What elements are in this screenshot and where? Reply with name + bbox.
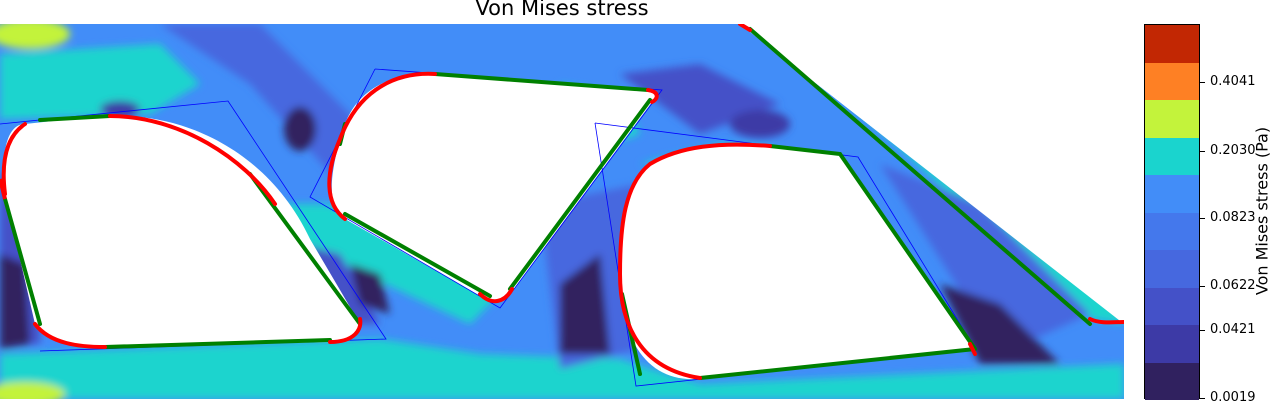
colorbar-band (1145, 62, 1199, 100)
colorbar-tick-mark (1200, 330, 1205, 331)
colorbar-band (1145, 175, 1199, 213)
fitted-contour (738, 24, 1124, 325)
boundary-edge (3, 114, 362, 349)
colorbar-band (1145, 325, 1199, 363)
colorbar-band (1145, 212, 1199, 250)
colorbar-tick-mark (1200, 151, 1205, 152)
colorbar-tick-mark (1200, 218, 1205, 219)
plot-title: Von Mises stress (475, 0, 649, 20)
fitted-contour (0, 178, 7, 200)
stress-band-dark (560, 254, 610, 354)
colorbar-tick-label: 0.0421 (1210, 322, 1256, 337)
stress-band-dark (730, 110, 790, 138)
stress-field (0, 24, 1124, 399)
stress-band-blue (880, 164, 1090, 354)
colorbar-tick-mark (1200, 82, 1205, 83)
hole-middle (331, 73, 656, 301)
stress-spot-yellow (0, 382, 65, 399)
colorbar-ticks: 0.0019 0.0421 0.0622 0.0823 0.2030 0.4041 (1200, 24, 1260, 405)
hole-left (3, 116, 361, 347)
stress-band-blue (160, 24, 380, 184)
colorbar-band (1145, 25, 1199, 63)
stress-band-dark (0, 254, 30, 349)
stress-spot-yellow (0, 24, 70, 49)
outer-void (740, 24, 1124, 324)
stress-band-cyan (280, 204, 500, 324)
colorbar-tick-label: 0.4041 (1210, 74, 1256, 89)
colorbar (1144, 24, 1200, 400)
stress-band-dark (284, 107, 316, 151)
colorbar-tick-label: 0.2030 (1210, 143, 1256, 158)
fitted-contour (327, 71, 659, 304)
fitted-contour (1, 114, 363, 349)
stress-band-cyan (0, 339, 1124, 399)
colorbar-tick-label: 0.0823 (1210, 210, 1256, 225)
colorbar-band (1145, 362, 1199, 400)
stress-band-dark (350, 264, 390, 314)
stress-band-cyan (0, 44, 200, 119)
colorbar-tick-label: 0.0622 (1210, 278, 1256, 293)
colorbar-tick-mark (1200, 398, 1205, 399)
hole-right (620, 145, 975, 380)
boundary-edge (748, 27, 1092, 326)
colorbar-band (1145, 250, 1199, 288)
colorbar-tick-label: 0.0019 (1210, 390, 1256, 405)
colorbar-band (1145, 100, 1199, 138)
boundary-edge (338, 72, 652, 298)
colorbar-tick-mark (1200, 286, 1205, 287)
colorbar-band (1145, 287, 1199, 325)
colorbar-band (1145, 137, 1199, 175)
fitted-contour (617, 142, 977, 380)
colorbar-label: Von Mises stress (Pa) (1252, 126, 1272, 296)
